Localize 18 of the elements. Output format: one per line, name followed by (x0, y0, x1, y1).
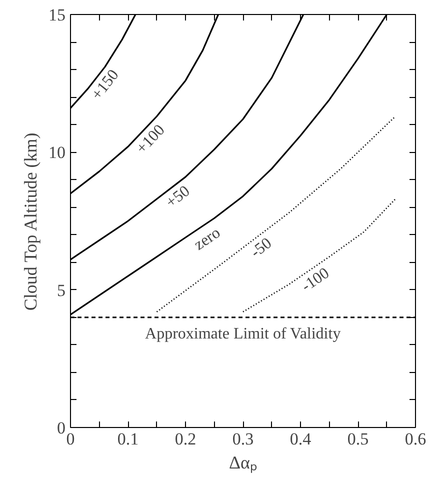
legend-label: +150 (88, 66, 122, 104)
y-tick-label: 10 (48, 143, 66, 162)
y-tick-label: 5 (57, 280, 66, 300)
y-axis-title: Cloud Top Altitude (km) (20, 132, 40, 311)
text: -100 (298, 264, 333, 296)
x-tick-label: 0.6 (404, 430, 426, 448)
x-tick-label: 0.2 (174, 430, 196, 448)
ref-line-label: Approximate Limit of Validity (145, 325, 341, 342)
x-tick-label: 0.3 (232, 430, 254, 448)
x-tick-label: 0.4 (290, 430, 312, 448)
text: +50 (163, 182, 194, 212)
text: zero (191, 224, 224, 254)
x-tick-label: 0.1 (117, 430, 139, 448)
x-tick-label: 0.5 (347, 430, 369, 448)
text: -50 (248, 234, 276, 262)
text: +100 (133, 122, 168, 158)
x-axis-title: Δαₚ (228, 452, 258, 474)
y-tick-label: 15 (48, 6, 66, 24)
